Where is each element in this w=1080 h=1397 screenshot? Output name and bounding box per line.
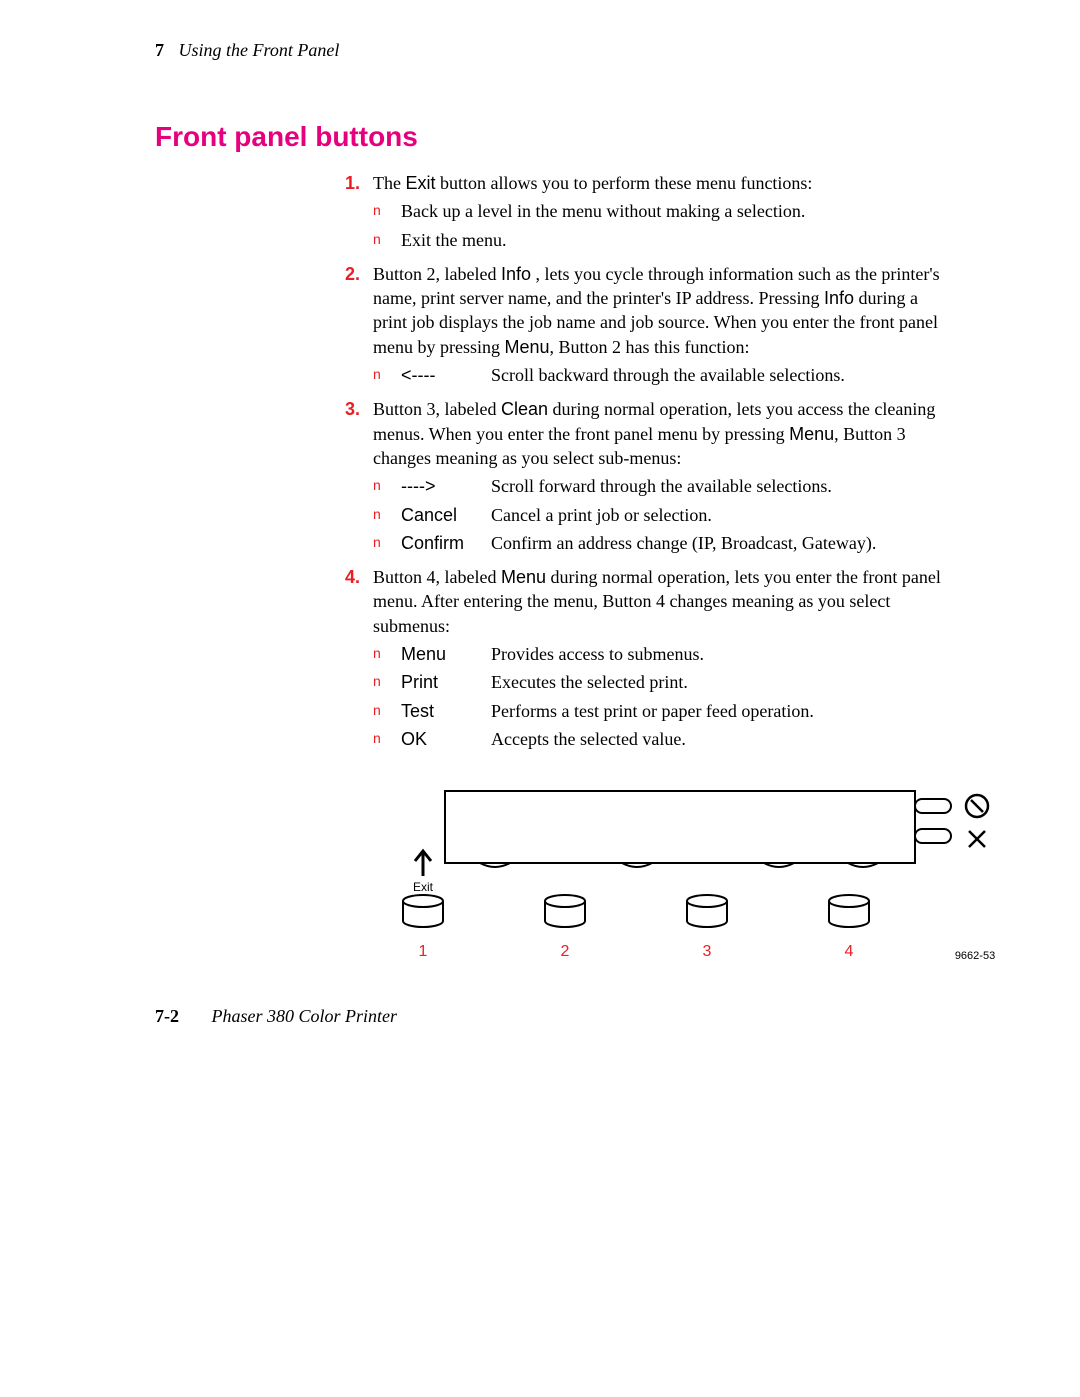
display-rect xyxy=(445,791,915,863)
bullet-icon: n xyxy=(373,699,401,723)
sub-text: Exit the menu. xyxy=(401,228,950,252)
bullet-icon: n xyxy=(373,642,401,666)
sub-label: ----> xyxy=(401,474,491,498)
sub-label: Menu xyxy=(401,642,491,666)
bullet-icon: n xyxy=(373,503,401,527)
button-number: 4 xyxy=(845,943,854,960)
page-footer: 7-2 Phaser 380 Color Printer xyxy=(155,1006,397,1027)
item-number: 3. xyxy=(345,397,373,559)
list-item-1: 1. The Exit button allows you to perform… xyxy=(345,171,950,256)
sub-text: Confirm an address change (IP, Broadcast… xyxy=(491,531,950,555)
chapter-title: Using the Front Panel xyxy=(179,40,340,60)
list-item-3: 3. Button 3, labeled Clean during normal… xyxy=(345,397,950,559)
sub-item: n Cancel Cancel a print job or selection… xyxy=(373,503,950,527)
front-panel-diagram: Exit xyxy=(385,781,950,986)
sub-label: Confirm xyxy=(401,531,491,555)
sub-item: n Confirm Confirm an address change (IP,… xyxy=(373,531,950,555)
sub-label: OK xyxy=(401,727,491,751)
item-number: 2. xyxy=(345,262,373,391)
item-text: Button 4, labeled Menu during normal ope… xyxy=(373,567,941,636)
sub-text: Back up a level in the menu without maki… xyxy=(401,199,950,223)
part-number: 9662-53 xyxy=(955,950,995,962)
power-icon xyxy=(966,795,988,817)
item-text: Button 2, labeled Info , lets you cycle … xyxy=(373,264,940,357)
sub-text: Cancel a print job or selection. xyxy=(491,503,950,527)
item-number: 4. xyxy=(345,565,373,755)
sub-text: Accepts the selected value. xyxy=(491,727,950,751)
bullet-icon: n xyxy=(373,363,401,387)
sub-item: n Exit the menu. xyxy=(373,228,950,252)
button-number: 3 xyxy=(703,943,712,960)
item-number: 1. xyxy=(345,171,373,256)
sub-label: Test xyxy=(401,699,491,723)
error-icon xyxy=(969,831,985,847)
button-1 xyxy=(403,895,443,927)
list-item-2: 2. Button 2, labeled Info , lets you cyc… xyxy=(345,262,950,391)
section-title: Front panel buttons xyxy=(155,121,990,153)
sub-text: Executes the selected print. xyxy=(491,670,950,694)
button-4 xyxy=(829,895,869,927)
bullet-icon: n xyxy=(373,199,401,223)
sub-label: Print xyxy=(401,670,491,694)
item-text: The Exit button allows you to perform th… xyxy=(373,173,812,193)
button-3 xyxy=(687,895,727,927)
bullet-icon: n xyxy=(373,474,401,498)
bullet-icon: n xyxy=(373,228,401,252)
bullet-icon: n xyxy=(373,531,401,555)
sub-item: n OK Accepts the selected value. xyxy=(373,727,950,751)
connector-top xyxy=(915,799,951,813)
sub-label: <---- xyxy=(401,363,491,387)
numbered-list: 1. The Exit button allows you to perform… xyxy=(345,171,950,755)
chapter-number: 7 xyxy=(155,40,164,60)
sub-item: n <---- Scroll backward through the avai… xyxy=(373,363,950,387)
sub-text: Performs a test print or paper feed oper… xyxy=(491,699,950,723)
bullet-icon: n xyxy=(373,670,401,694)
footer-title: Phaser 380 Color Printer xyxy=(212,1006,398,1026)
sub-item: n Test Performs a test print or paper fe… xyxy=(373,699,950,723)
item-text: Button 3, labeled Clean during normal op… xyxy=(373,399,935,468)
bullet-icon: n xyxy=(373,727,401,751)
panel-svg: Exit xyxy=(385,781,1005,981)
sub-text: Scroll forward through the available sel… xyxy=(491,474,950,498)
sub-item: n Back up a level in the menu without ma… xyxy=(373,199,950,223)
button-number: 1 xyxy=(419,943,428,960)
sub-item: n Menu Provides access to submenus. xyxy=(373,642,950,666)
sub-item: n ----> Scroll forward through the avail… xyxy=(373,474,950,498)
exit-label: Exit xyxy=(413,880,434,894)
list-item-4: 4. Button 4, labeled Menu during normal … xyxy=(345,565,950,755)
sub-text: Provides access to submenus. xyxy=(491,642,950,666)
sub-item: n Print Executes the selected print. xyxy=(373,670,950,694)
running-head: 7 Using the Front Panel xyxy=(155,40,990,61)
sub-text: Scroll backward through the available se… xyxy=(491,363,950,387)
button-2 xyxy=(545,895,585,927)
page-number: 7-2 xyxy=(155,1006,179,1026)
up-arrow-icon xyxy=(415,851,431,876)
connector-bottom xyxy=(915,829,951,843)
sub-label: Cancel xyxy=(401,503,491,527)
button-number: 2 xyxy=(561,943,570,960)
